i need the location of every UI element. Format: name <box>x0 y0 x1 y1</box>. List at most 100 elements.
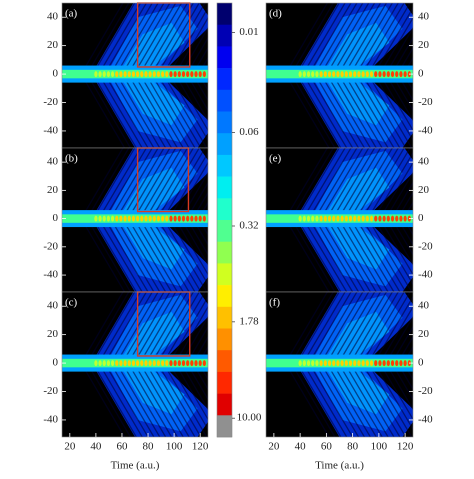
band-peak <box>369 71 374 78</box>
band-peak <box>365 71 369 78</box>
band-peak <box>198 71 202 78</box>
y-tick-label: -20 <box>418 240 433 252</box>
wave-stripe <box>339 148 382 217</box>
wave-stripe <box>187 36 208 72</box>
band-peak <box>94 71 98 78</box>
wave-stripe <box>123 221 167 292</box>
wave-stripe <box>129 76 173 148</box>
band-peak <box>319 360 323 367</box>
wave-stripe <box>369 148 411 217</box>
wave-stripe <box>345 365 389 437</box>
panel-label: (f) <box>269 297 280 309</box>
color-swatch <box>217 3 232 25</box>
colorbar-tick-label: 0.32 <box>239 220 258 232</box>
frame <box>265 291 414 438</box>
wave-stripe <box>129 365 173 437</box>
band-peak <box>186 215 190 222</box>
panel-label: (b) <box>65 153 78 165</box>
color-swatch <box>217 176 232 199</box>
band-peak <box>115 215 119 222</box>
band-peak <box>369 360 374 367</box>
wave-stripe <box>286 365 330 437</box>
wave-stripe <box>404 56 413 72</box>
wave-stripe <box>327 148 370 217</box>
wave-stripe <box>386 315 413 361</box>
color-swatch <box>217 198 232 221</box>
band-peak <box>152 71 156 78</box>
band-peak <box>110 71 115 78</box>
wave-stripe <box>105 365 149 437</box>
wave-stripe <box>392 36 413 72</box>
wave-stripe <box>164 76 208 148</box>
band-peak <box>165 360 169 367</box>
wave-stripe <box>135 292 177 361</box>
wave-stripe <box>333 76 377 148</box>
band-peak <box>298 215 302 222</box>
wave-stripe <box>327 365 371 437</box>
wave-stripe <box>135 221 178 292</box>
y-tick-label: 20 <box>418 328 430 340</box>
band-peak <box>177 360 181 367</box>
wave-stripe <box>404 201 413 217</box>
wave-stripe <box>158 76 202 148</box>
band-peak <box>386 71 390 78</box>
wave-stripe <box>88 148 130 217</box>
band-peak <box>202 360 206 367</box>
wave-stripe <box>152 365 196 437</box>
wave-stripe <box>369 3 411 72</box>
wave-stripe <box>310 3 352 72</box>
band-peak <box>348 71 353 78</box>
wave-stripe <box>321 221 365 292</box>
wave-stripe <box>286 148 329 217</box>
wave-stripe <box>345 76 389 148</box>
y-tick-label: -40 <box>418 124 433 136</box>
color-swatch <box>217 371 232 394</box>
band-peak <box>169 71 173 78</box>
wave-stripe <box>182 76 208 122</box>
wave-stripe <box>363 292 405 361</box>
wave-stripe <box>111 76 155 148</box>
wave-stripe <box>292 292 334 361</box>
band-peak <box>156 71 161 78</box>
band-peak <box>102 71 106 78</box>
wave-stripe <box>298 221 342 292</box>
wave-stripe <box>176 76 208 132</box>
wave-stripe <box>170 295 208 361</box>
band-peak <box>115 360 119 367</box>
wave-stripe <box>117 3 159 72</box>
band-peak <box>186 71 190 78</box>
color-swatch <box>217 68 232 91</box>
wave-stripe <box>117 221 161 292</box>
color-swatch <box>217 220 232 242</box>
wave-stripe <box>82 365 126 437</box>
color-swatch <box>217 328 232 351</box>
heatmap <box>62 148 208 292</box>
wave-stripe <box>140 292 183 361</box>
wave-stripe <box>88 365 131 437</box>
color-swatch <box>217 133 232 156</box>
wave-stripe <box>386 365 413 411</box>
wave-stripe <box>310 148 352 217</box>
band-peak <box>169 360 173 367</box>
wave-stripe <box>392 221 413 256</box>
wave-stripe <box>398 335 413 361</box>
band-peak <box>102 215 106 222</box>
band-peak <box>311 360 315 367</box>
color-swatch <box>217 393 232 416</box>
wave-stripe <box>404 365 413 381</box>
band-peak <box>395 360 399 367</box>
band-peak <box>306 215 311 222</box>
wave-stripe <box>351 365 395 437</box>
color-swatch <box>217 111 232 134</box>
band-peak <box>399 215 403 222</box>
wave-stripe <box>117 148 159 217</box>
band-peak <box>98 71 102 78</box>
band-peak <box>357 360 361 367</box>
wave-stripe <box>123 3 165 72</box>
wave-stripe <box>315 365 360 437</box>
band-peak <box>382 215 386 222</box>
band-peak <box>332 360 336 367</box>
wave-stripe <box>158 3 200 72</box>
band-peak <box>102 360 106 367</box>
wave-stripe <box>146 221 190 292</box>
